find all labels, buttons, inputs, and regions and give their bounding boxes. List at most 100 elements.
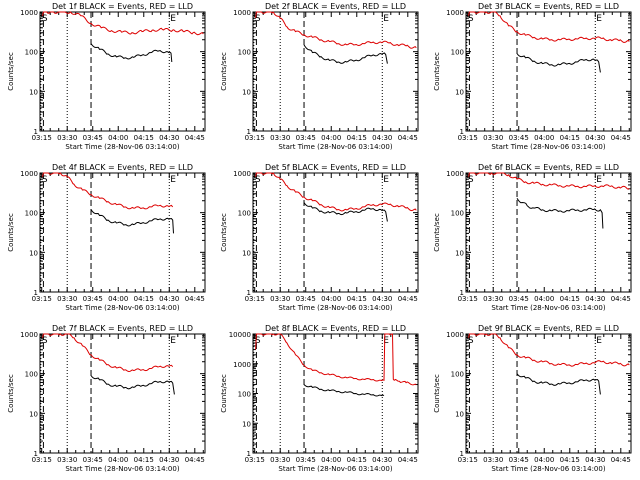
x-tick-label: 04:45 xyxy=(398,456,418,464)
y-tick-label: 1 xyxy=(34,128,38,136)
lld-series-line xyxy=(255,333,417,386)
x-tick-label: 03:15 xyxy=(32,295,52,303)
x-tick-label: 04:00 xyxy=(534,134,554,142)
end-marker: E xyxy=(170,336,176,346)
y-axis-label: Counts/sec xyxy=(433,374,441,413)
start-marker: S xyxy=(468,175,474,185)
x-tick-label: 03:30 xyxy=(483,456,503,464)
end-marker: E xyxy=(596,336,602,346)
y-tick-label: 1000 xyxy=(233,170,251,178)
panel-title: Det 7f BLACK = Events, RED = LLD xyxy=(52,324,193,333)
start-marker: S xyxy=(255,336,261,346)
x-tick-label: 04:00 xyxy=(108,456,128,464)
plot-frame xyxy=(465,172,632,293)
y-tick-label: 1000 xyxy=(20,331,38,339)
x-tick-label: 03:15 xyxy=(458,456,478,464)
x-tick-label: 04:15 xyxy=(134,456,154,464)
panel-8: Det 8f BLACK = Events, RED = LLD 1 10 100 10… xyxy=(220,324,419,473)
y-tick-label: 10 xyxy=(455,410,464,418)
x-tick-label: 03:30 xyxy=(57,134,77,142)
y-tick-label: 10 xyxy=(242,420,251,428)
panel-1: Det 1f BLACK = Events, RED = LLD 1 10 100 10… xyxy=(7,2,206,151)
events-series-line xyxy=(303,384,385,397)
x-tick-label: 03:15 xyxy=(458,295,478,303)
y-tick-label: 10 xyxy=(29,410,38,418)
x-tick-label: 04:15 xyxy=(560,134,580,142)
x-tick-label: 03:15 xyxy=(32,134,52,142)
y-tick-label: 10 xyxy=(242,88,251,96)
x-tick-label: 04:45 xyxy=(611,456,631,464)
lld-series-line xyxy=(468,333,630,367)
y-axis-label: Counts/sec xyxy=(7,52,15,91)
start-marker: S xyxy=(468,14,474,24)
x-axis-label: Start Time (28-Nov-06 03:14:00) xyxy=(491,465,605,473)
end-marker: E xyxy=(170,175,176,185)
end-marker: E xyxy=(383,175,389,185)
x-axis-label: Start Time (28-Nov-06 03:14:00) xyxy=(278,304,392,312)
x-tick-label: 04:15 xyxy=(347,295,367,303)
x-tick-label: 04:15 xyxy=(560,456,580,464)
x-tick-label: 04:00 xyxy=(534,456,554,464)
panel-title: Det 3f BLACK = Events, RED = LLD xyxy=(478,2,619,11)
x-tick-label: 03:45 xyxy=(83,295,103,303)
y-tick-label: 1000 xyxy=(20,170,38,178)
end-marker: E xyxy=(596,14,602,24)
panel-7: Det 7f BLACK = Events, RED = LLD 1 10 100 10… xyxy=(7,324,206,473)
x-tick-label: 04:30 xyxy=(372,134,392,142)
x-tick-label: 03:30 xyxy=(270,295,290,303)
x-axis-label: Start Time (28-Nov-06 03:14:00) xyxy=(278,143,392,151)
x-tick-label: 03:15 xyxy=(458,134,478,142)
x-tick-label: 04:45 xyxy=(185,134,205,142)
y-tick-label: 1000 xyxy=(20,9,38,17)
y-axis-label: Counts/sec xyxy=(7,213,15,252)
events-series-line xyxy=(90,43,173,63)
x-tick-label: 04:30 xyxy=(585,456,605,464)
start-marker: S xyxy=(42,336,48,346)
panel-5: Det 5f BLACK = Events, RED = LLD 1 10 100 10… xyxy=(220,163,419,312)
x-tick-label: 03:30 xyxy=(57,456,77,464)
start-marker: S xyxy=(255,14,261,24)
y-tick-label: 10 xyxy=(29,249,38,257)
x-tick-label: 04:45 xyxy=(185,295,205,303)
x-axis-label: Start Time (28-Nov-06 03:14:00) xyxy=(491,304,605,312)
y-tick-label: 100 xyxy=(25,371,38,379)
panel-2: Det 2f BLACK = Events, RED = LLD 1 10 100 10… xyxy=(220,2,419,151)
y-tick-label: 100 xyxy=(238,49,251,57)
x-tick-label: 04:00 xyxy=(321,295,341,303)
lld-series-line xyxy=(42,11,204,36)
x-tick-label: 04:15 xyxy=(560,295,580,303)
x-tick-label: 04:45 xyxy=(185,456,205,464)
panel-title: Det 1f BLACK = Events, RED = LLD xyxy=(52,2,193,11)
x-tick-label: 03:15 xyxy=(32,456,52,464)
panel-title: Det 2f BLACK = Events, RED = LLD xyxy=(265,2,406,11)
plot-frame xyxy=(252,11,419,132)
y-tick-label: 10000 xyxy=(229,331,251,339)
events-series-line xyxy=(90,209,174,234)
end-marker: E xyxy=(170,14,176,24)
y-tick-label: 100 xyxy=(451,210,464,218)
x-tick-label: 03:15 xyxy=(245,295,265,303)
y-tick-label: 10 xyxy=(242,249,251,257)
x-axis-label: Start Time (28-Nov-06 03:14:00) xyxy=(65,304,179,312)
x-tick-label: 03:30 xyxy=(483,295,503,303)
x-tick-label: 03:30 xyxy=(57,295,77,303)
plot-frame xyxy=(252,172,419,293)
y-tick-label: 1000 xyxy=(446,9,464,17)
panel-title: Det 5f BLACK = Events, RED = LLD xyxy=(265,163,406,172)
x-tick-label: 04:15 xyxy=(134,295,154,303)
start-marker: S xyxy=(255,175,261,185)
y-tick-label: 1000 xyxy=(233,361,251,369)
x-tick-label: 04:15 xyxy=(347,456,367,464)
y-tick-label: 1 xyxy=(34,450,38,458)
start-marker: S xyxy=(42,175,48,185)
events-series-line xyxy=(516,53,601,73)
y-tick-label: 1000 xyxy=(446,331,464,339)
y-tick-label: 1 xyxy=(247,289,251,297)
x-tick-label: 04:00 xyxy=(108,134,128,142)
panel-9: Det 9f BLACK = Events, RED = LLD 1 10 100 10… xyxy=(433,324,632,473)
events-series-line xyxy=(90,375,175,395)
lld-series-line xyxy=(255,172,417,212)
x-tick-label: 03:45 xyxy=(83,456,103,464)
x-tick-label: 04:30 xyxy=(372,456,392,464)
